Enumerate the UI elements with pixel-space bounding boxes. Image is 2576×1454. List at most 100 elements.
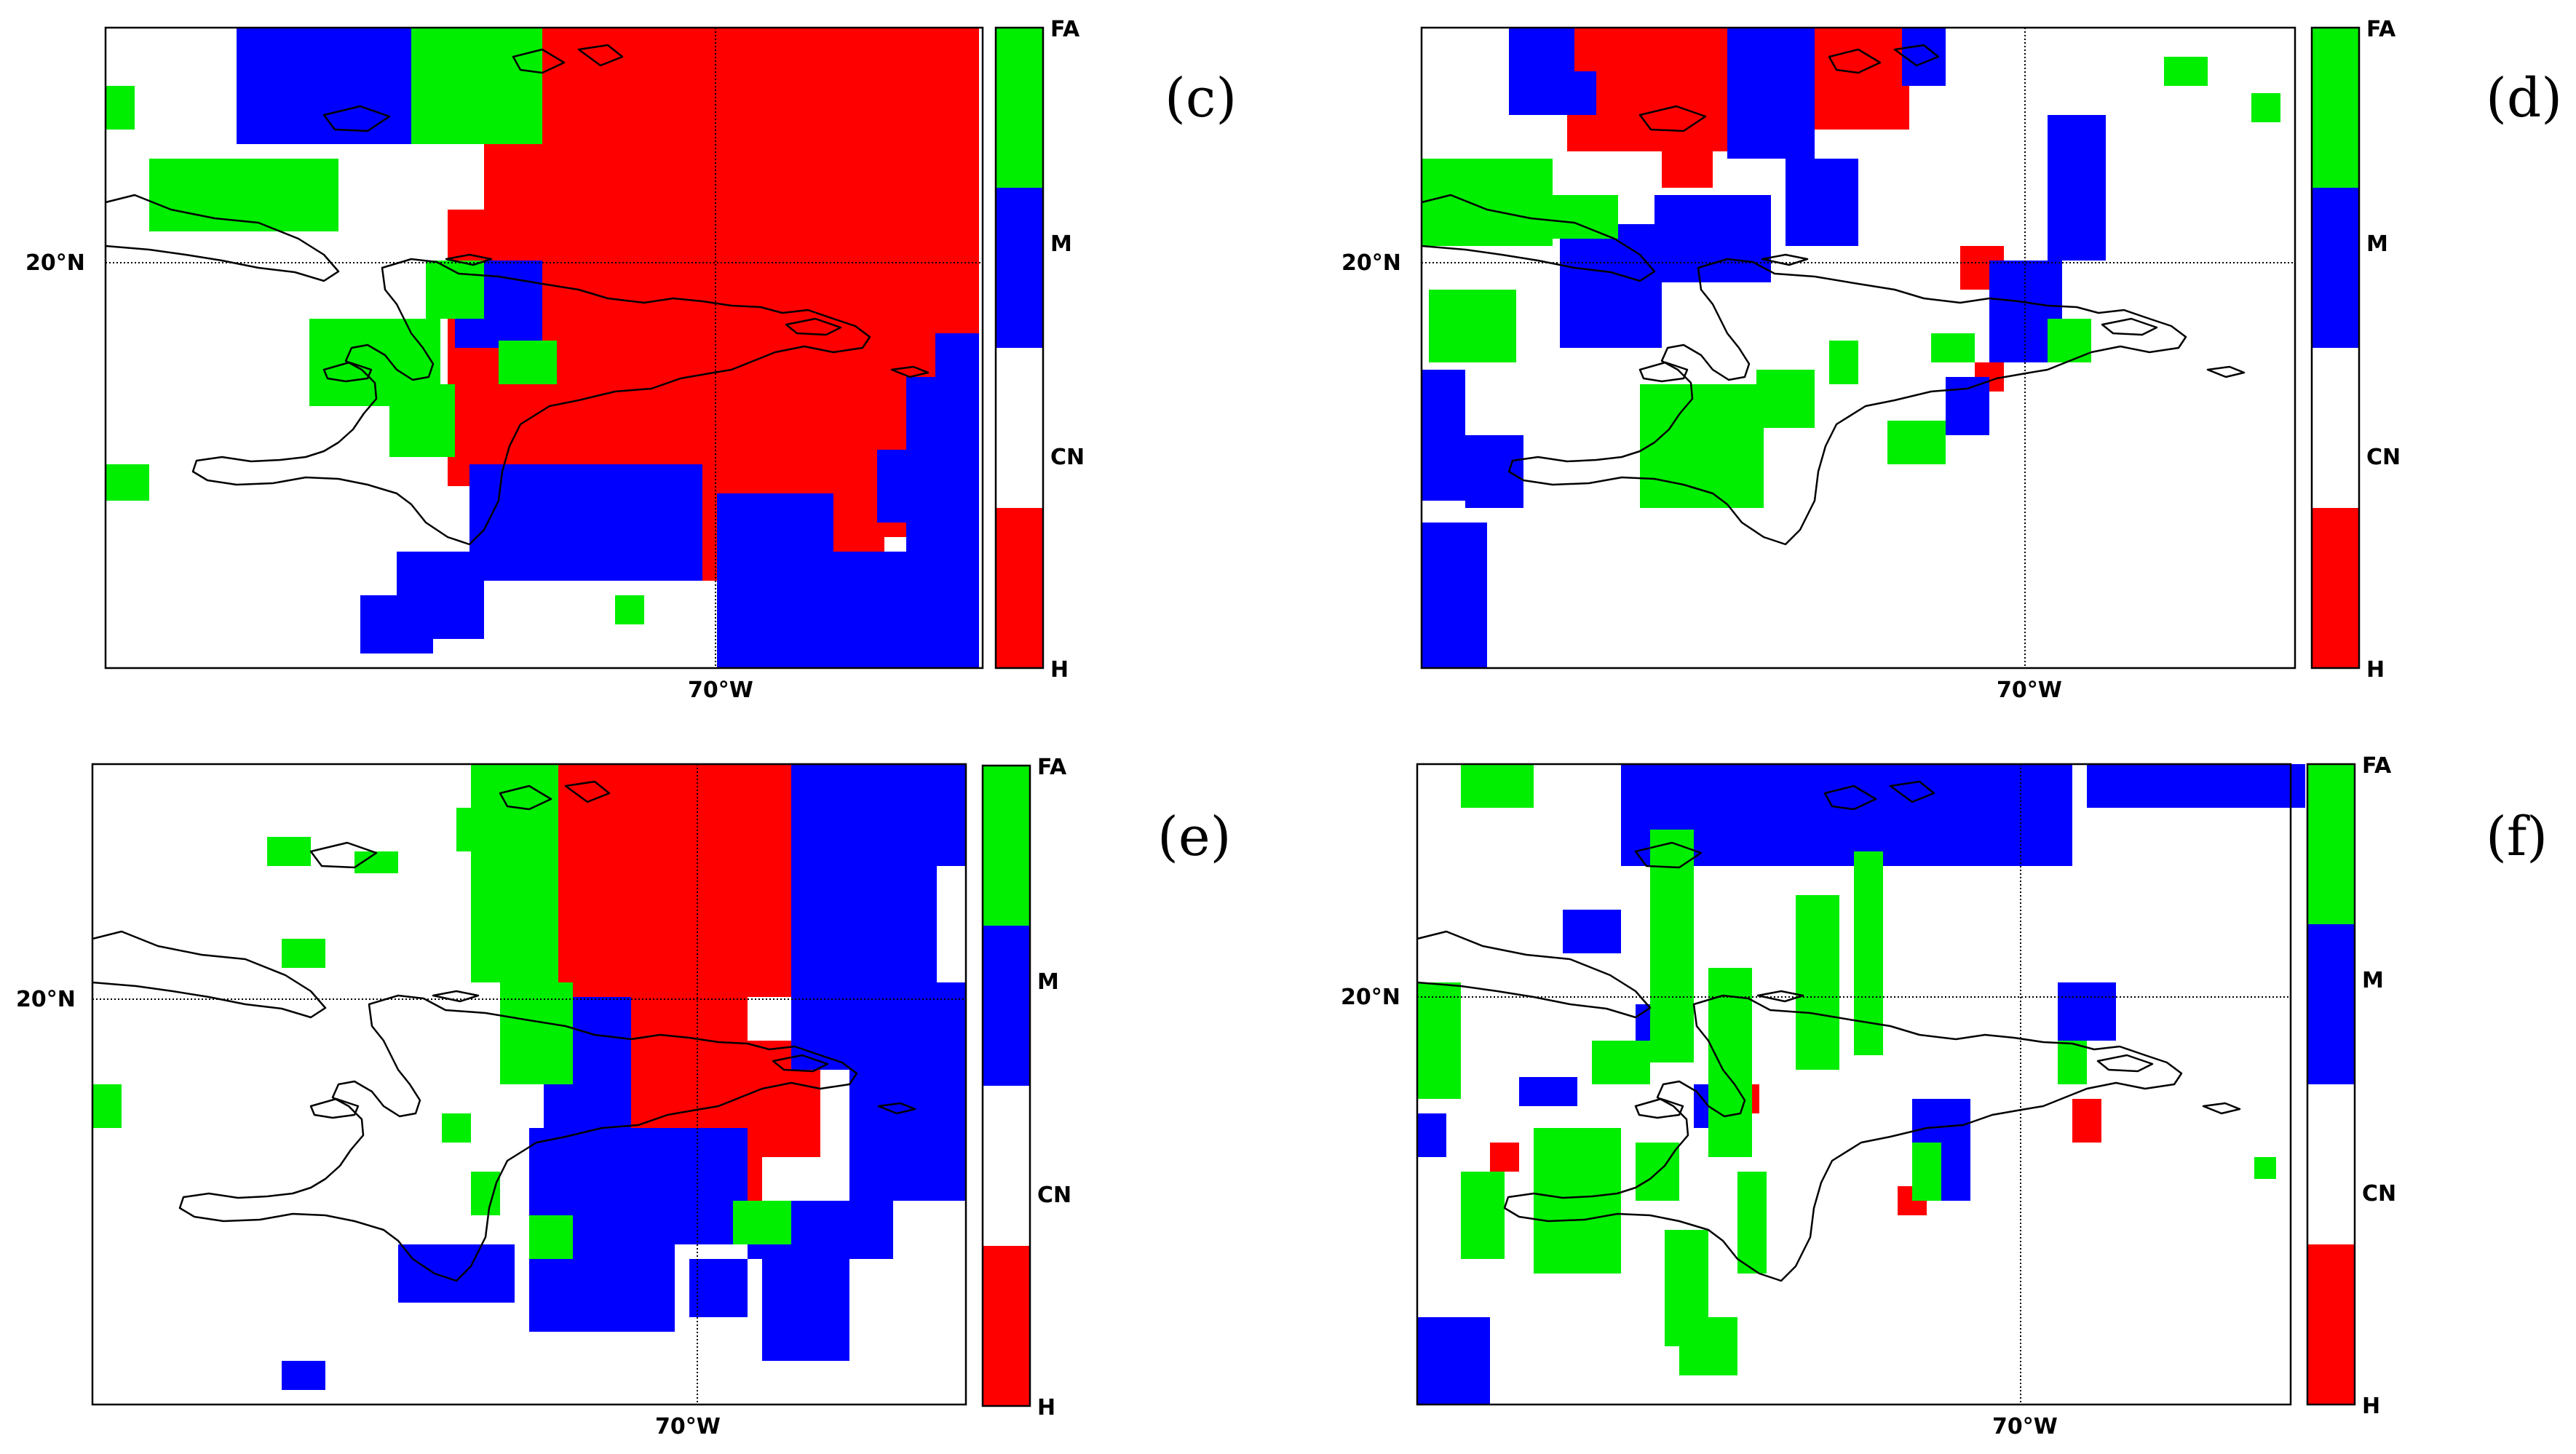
lat-label: 20°N <box>16 987 76 1012</box>
cell-fa <box>411 28 542 144</box>
cell-m <box>762 1244 849 1361</box>
cell-m <box>2087 764 2305 808</box>
cell-m <box>1563 910 1621 953</box>
cell-m <box>237 28 295 71</box>
colorbar-c: FA M CN H <box>994 17 1085 683</box>
cell-fa <box>389 384 455 457</box>
cell-fa <box>92 1084 122 1128</box>
cbar-label-h: H <box>1050 657 1069 683</box>
cell-m <box>1654 195 1771 282</box>
cbar-label-fa: FA <box>2366 17 2396 42</box>
cell-m <box>1465 435 1523 508</box>
cell-fa <box>471 1172 500 1215</box>
cell-m <box>935 333 979 421</box>
cell-m <box>1946 377 1989 435</box>
cell-fa <box>733 1201 791 1244</box>
lon-label: 70°W <box>1992 1414 2058 1439</box>
cell-m <box>1621 764 2072 866</box>
cell-fa <box>2048 319 2091 362</box>
cell-h <box>1662 100 1713 188</box>
cell-fa <box>106 464 149 501</box>
cell-m <box>877 450 935 523</box>
colorbar-e: FA M CN H <box>981 755 1071 1421</box>
category-cells <box>1422 28 2280 668</box>
cell-m <box>1560 224 1662 348</box>
cell-fa <box>1679 1317 1737 1375</box>
cell-m <box>717 493 833 668</box>
cell-fa <box>1931 333 1975 362</box>
cell-fa <box>149 159 338 231</box>
panel-c: 20°N 70°W <box>25 26 984 703</box>
lat-label: 20°N <box>25 250 85 276</box>
cell-fa <box>1461 764 1534 808</box>
map-area <box>104 26 984 670</box>
cbar-label-fa: FA <box>1050 17 1080 42</box>
cell-fa <box>1531 195 1618 239</box>
panel-f: 20°N 70°W <box>1341 763 2305 1439</box>
cell-m <box>360 595 433 653</box>
cell-fa <box>500 982 573 1084</box>
lon-label: 70°W <box>1997 678 2062 703</box>
cell-m <box>1422 523 1487 668</box>
cell-fa <box>1912 1143 1941 1201</box>
panel-d: 20°N 70°W <box>1341 26 2296 703</box>
cell-m <box>2058 982 2116 1041</box>
category-cells <box>106 28 979 668</box>
cell-fa <box>2254 1157 2276 1179</box>
cell-fa <box>1592 1041 1650 1084</box>
panel-e: 20°N 70°W <box>16 763 967 1439</box>
lat-label: 20°N <box>1341 250 1401 276</box>
cell-fa <box>1429 290 1516 362</box>
cell-fa <box>2058 1041 2087 1084</box>
cell-m <box>469 464 702 581</box>
map-area <box>1420 26 2296 670</box>
category-cells <box>92 764 966 1390</box>
cbar-label-h: H <box>2366 657 2385 683</box>
cell-fa <box>499 341 557 384</box>
lon-label: 70°W <box>655 1414 721 1439</box>
cell-m <box>908 1055 966 1172</box>
cell-fa <box>456 808 500 851</box>
cbar-label-m: M <box>1037 969 1059 995</box>
lon-label: 70°W <box>688 678 753 703</box>
cell-fa <box>2251 93 2280 122</box>
cell-fa <box>106 86 135 130</box>
cell-m <box>282 1361 325 1390</box>
cell-fa <box>267 837 311 866</box>
cell-m <box>1538 71 1596 115</box>
cell-fa <box>1461 1172 1505 1259</box>
cell-h <box>1490 1143 1519 1172</box>
map-area <box>1416 763 2305 1406</box>
cell-fa <box>615 595 644 624</box>
panel-label-d: (d) <box>2486 67 2562 130</box>
cell-fa <box>471 764 558 982</box>
panel-label-e: (e) <box>1157 806 1232 868</box>
cell-m <box>689 1259 748 1317</box>
panel-label-c: (c) <box>1165 67 1237 130</box>
cell-fa <box>1887 421 1946 464</box>
cell-m <box>1422 370 1465 501</box>
lat-label: 20°N <box>1341 985 1400 1010</box>
cell-fa <box>1650 830 1694 1062</box>
cell-fa <box>1417 982 1461 1099</box>
cell-fa <box>2164 57 2208 86</box>
cell-fa <box>1756 370 1815 428</box>
cbar-label-fa: FA <box>1037 755 1067 780</box>
cbar-label-h: H <box>1037 1395 1055 1421</box>
cell-m <box>791 764 966 866</box>
cell-fa <box>442 1113 471 1143</box>
cell-fa <box>282 939 325 968</box>
cbar-label-m: M <box>1050 231 1072 257</box>
cell-m <box>1786 159 1858 246</box>
cell-m <box>398 1244 515 1303</box>
cell-m <box>1417 1113 1446 1157</box>
cell-m <box>2048 115 2106 261</box>
cell-fa <box>1534 1128 1621 1274</box>
cbar-label-cn: CN <box>2362 1181 2396 1207</box>
cell-m <box>1417 1317 1490 1405</box>
cell-fa <box>1796 895 1839 1070</box>
cbar-label-cn: CN <box>1037 1183 1071 1208</box>
cell-fa <box>426 261 484 319</box>
cell-fa <box>1829 341 1858 384</box>
